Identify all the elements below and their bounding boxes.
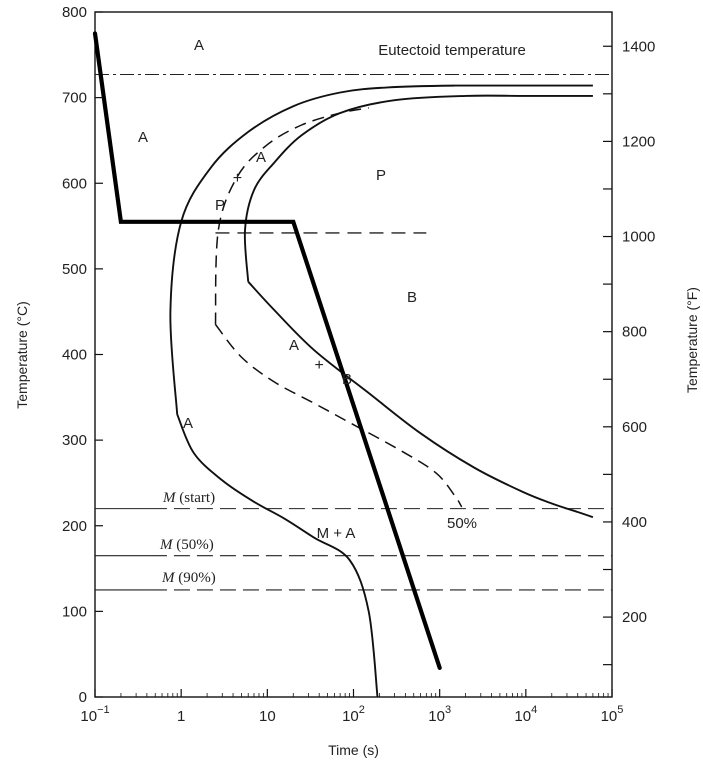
y-tick-label: 400 [62,347,87,364]
start-curve-lower [176,414,379,698]
y2-tick-label: 400 [622,514,647,531]
y-tick-label: 800 [62,4,87,21]
bainite-label: B [407,289,417,306]
austenite-label-lower: A [183,415,193,432]
y-tick-label: 100 [62,603,87,620]
m-50-label: M (50%) [159,537,214,553]
y2-axis-title: Temperature (°F) [684,287,700,393]
start-curve [169,84,593,415]
transformation-curves [92,31,594,698]
martensite-austenite-label: M + A [317,525,356,542]
y-tick-label: 200 [62,518,87,535]
axis-ticks [94,11,613,698]
chart-labels: + +10−1 1 10 102 103 104 105 0 100 200 300 400 500 600… [14,4,700,758]
fifty-percent-label: 50% [447,515,477,532]
y2-tick-label: 600 [622,419,647,436]
bainite-label-curve: B [342,371,352,388]
x-tick-label: 10−1 [80,704,109,725]
finish-curve [243,94,593,282]
x-axis-title: Time (s) [328,742,379,758]
y-axis-title: Temperature (°C) [14,301,30,409]
x-tick-label: 10 [259,708,276,725]
y-tick-label: 600 [62,175,87,192]
y2-tick-label: 1200 [622,133,655,150]
y2-tick-label: 200 [622,609,647,626]
y-tick-label: 0 [79,689,87,706]
eutectoid-label: Eutectoid temperature [378,42,526,59]
x-tick-label: 102 [342,704,365,725]
pearlite-label: P [376,167,386,184]
x-tick-label: 103 [428,704,451,725]
y2-tick-label: 800 [622,324,647,341]
fifty-percent-curve [214,107,369,325]
finish-curve-lower [247,281,594,519]
austenite-label-left: A [138,129,148,146]
cooling-path [92,31,442,671]
x-tick-label: 104 [514,704,537,725]
austenite-label-curve-upper: A [256,149,266,166]
plus-marker-2: + [315,357,324,374]
m-90-label: M (90%) [161,570,216,586]
x-tick-label: 105 [601,704,624,725]
y-tick-label: 700 [62,90,87,107]
fifty-percent-curve-lower [214,324,463,508]
y-tick-label: 300 [62,432,87,449]
y2-tick-label: 1000 [622,229,655,246]
y2-tick-label: 1400 [622,38,655,55]
austenite-label-top: A [194,37,204,54]
m-start-label: M (start) [162,490,215,506]
y-tick-label: 500 [62,261,87,278]
x-tick-label: 1 [177,708,185,725]
plus-marker-1: + [233,170,242,187]
austenite-label-curve-lower: A [289,337,299,354]
pearlite-label-curve: P [215,197,225,214]
